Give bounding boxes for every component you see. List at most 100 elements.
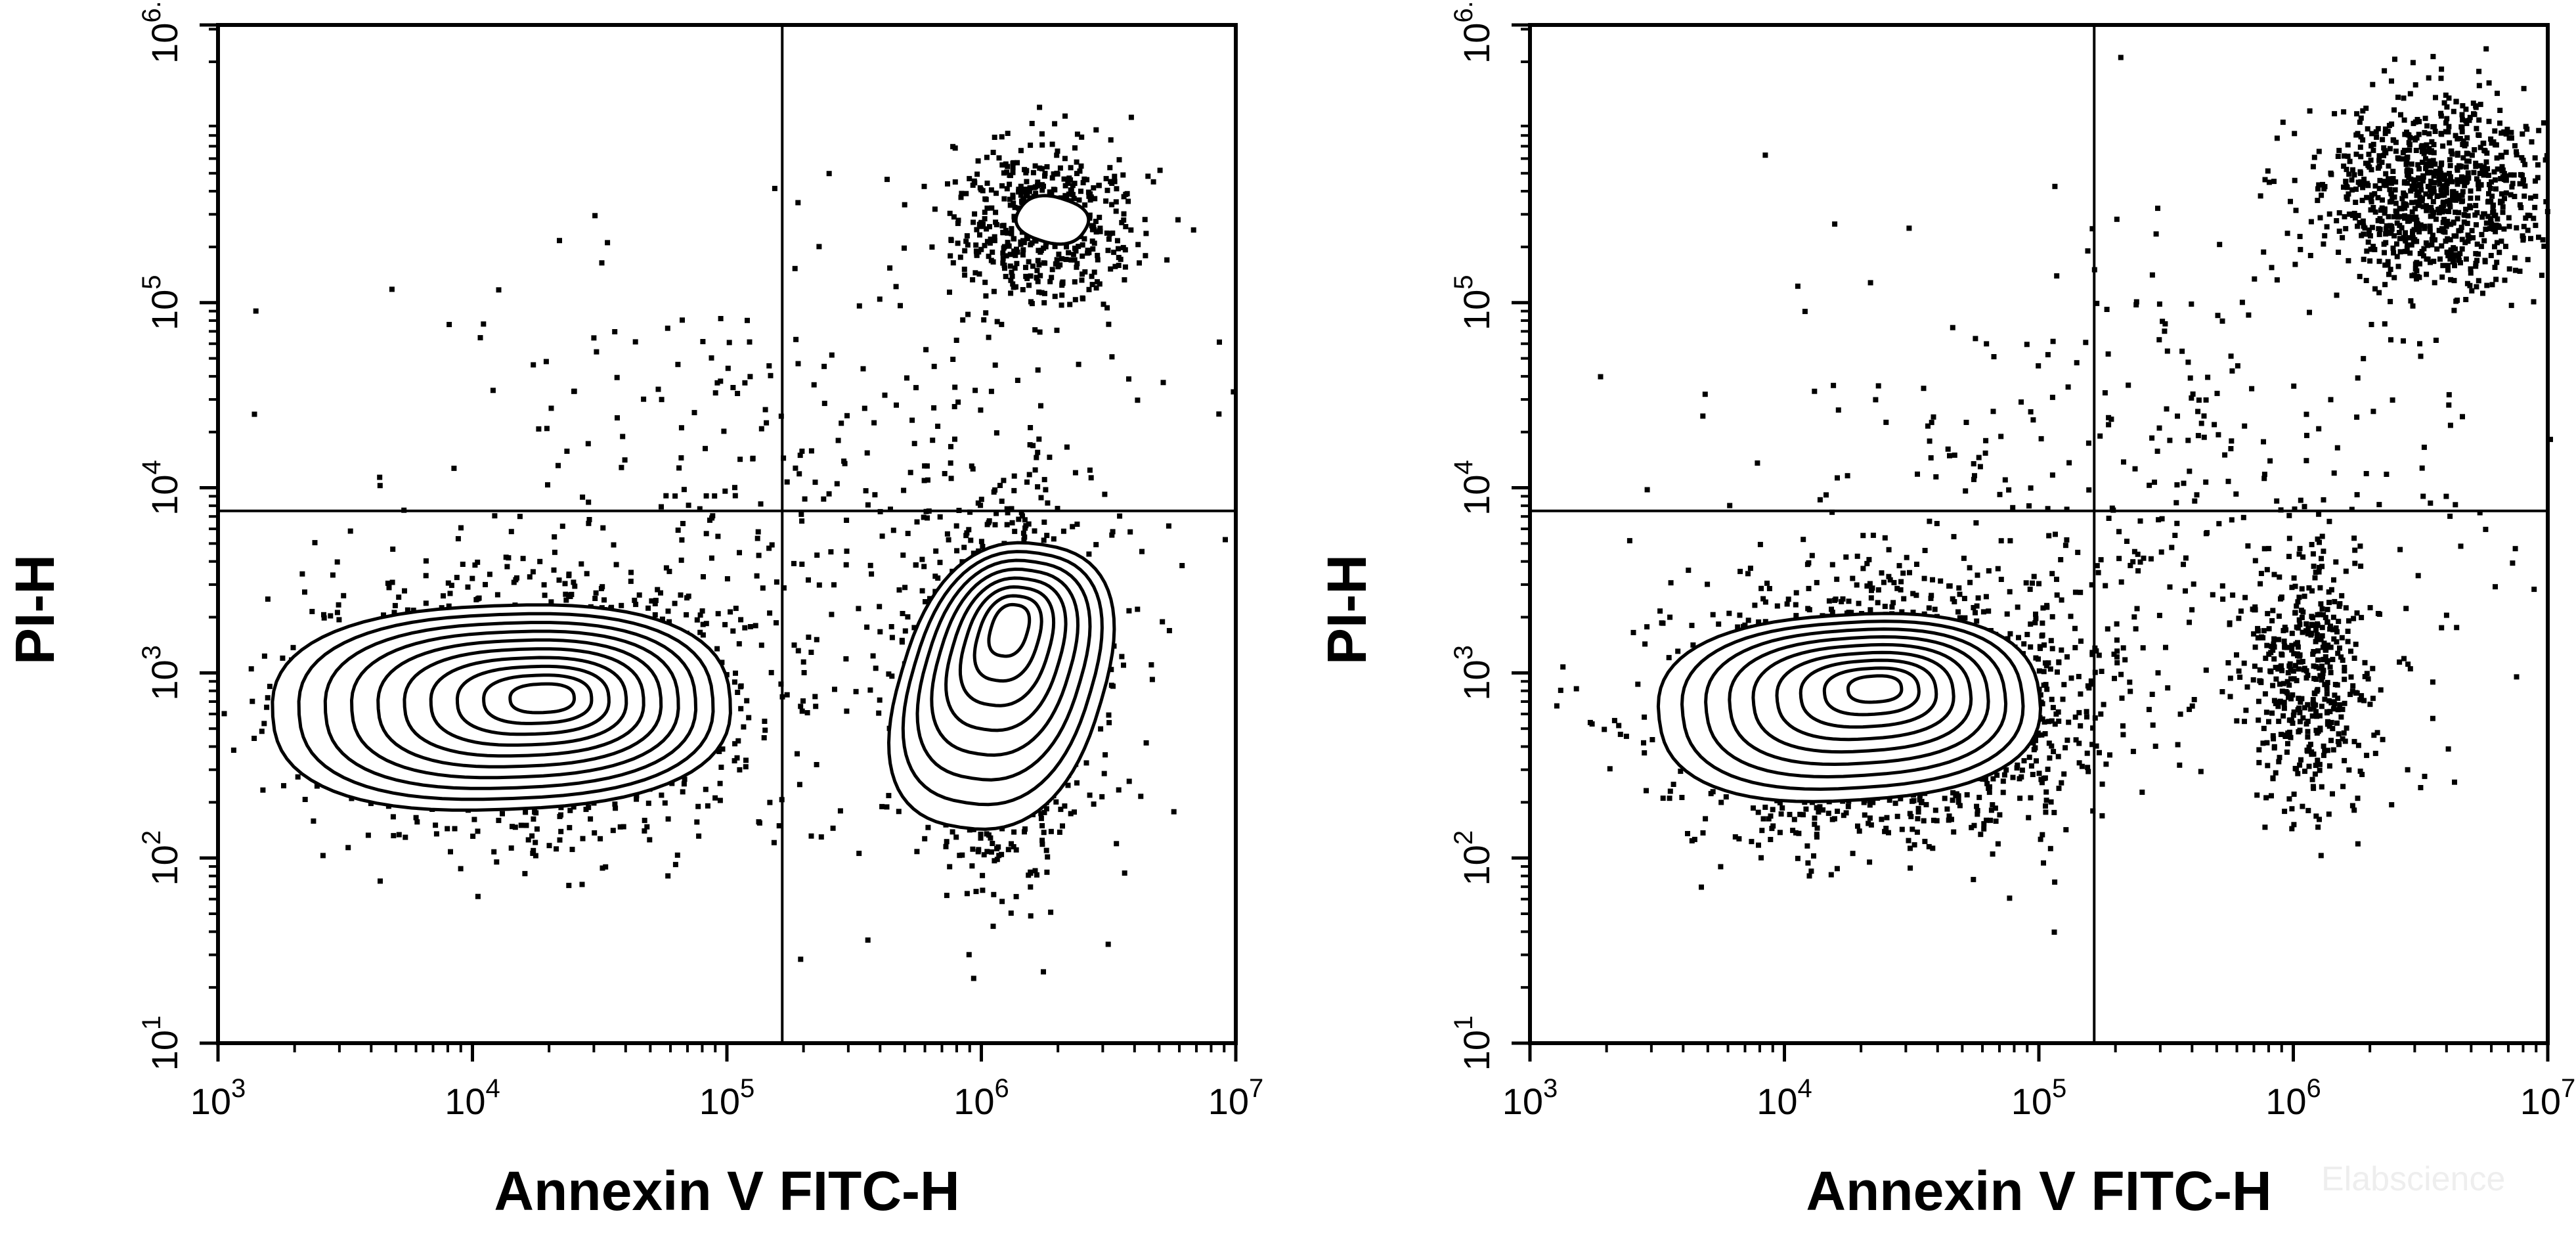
scatter-point (680, 789, 686, 794)
scatter-point (1044, 870, 1049, 875)
scatter-point (509, 845, 514, 851)
scatter-point (535, 826, 540, 832)
scatter-point (1109, 202, 1114, 208)
scatter-point (965, 891, 970, 896)
scatter-point (594, 591, 599, 596)
scatter-point (1050, 175, 1055, 181)
scatter-point (647, 837, 652, 842)
scatter-point (718, 316, 724, 321)
scatter-point (487, 572, 492, 577)
scatter-point (942, 471, 948, 476)
scatter-point (1027, 472, 1032, 478)
scatter-point (948, 237, 953, 242)
scatter-point (1151, 179, 1156, 185)
scatter-point (984, 227, 989, 232)
scatter-point (250, 699, 255, 704)
scatter-point (302, 589, 307, 594)
scatter-point (496, 818, 501, 823)
scatter-point (1901, 596, 1906, 602)
scatter-point (2063, 745, 2068, 750)
scatter-point (737, 641, 742, 646)
scatter-point (1001, 223, 1007, 228)
scatter-point (1061, 529, 1066, 534)
scatter-point (533, 840, 538, 845)
scatter-point (980, 887, 985, 893)
scatter-point (1067, 302, 1072, 307)
scatter-point (1114, 186, 1119, 191)
scatter-point (1758, 855, 1764, 861)
scatter-point (261, 721, 267, 726)
scatter-point (812, 694, 818, 699)
scatter-point (2024, 632, 2030, 637)
scatter-point (1074, 160, 1080, 165)
scatter-point (600, 584, 605, 589)
scatter-point (1106, 248, 1111, 253)
scatter-point (828, 549, 833, 554)
scatter-point (1044, 848, 1049, 853)
scatter-point (1038, 403, 1043, 409)
scatter-point (756, 529, 761, 535)
scatter-point (819, 834, 824, 840)
scatter-point (1060, 280, 1066, 286)
scatter-point (922, 836, 927, 841)
scatter-point (1023, 523, 1028, 528)
scatter-point (552, 534, 557, 539)
scatter-point (620, 434, 625, 439)
scatter-point (1000, 261, 1005, 266)
scatter-point (1074, 522, 1080, 527)
scatter-point (709, 516, 714, 521)
scatter-point (747, 374, 753, 379)
scatter-point (716, 611, 721, 616)
scatter-point (999, 134, 1005, 139)
scatter-point (994, 430, 999, 436)
scatter-point (1007, 197, 1013, 202)
scatter-point (504, 554, 509, 560)
scatter-point (262, 654, 267, 659)
scatter-point (821, 497, 826, 502)
scatter-point (1095, 253, 1100, 258)
scatter-point (713, 390, 718, 395)
scatter-point (957, 853, 962, 858)
scatter-point (814, 552, 819, 558)
scatter-point (1002, 265, 1007, 271)
scatter-point (963, 191, 969, 196)
scatter-point (945, 531, 950, 537)
scatter-point (1074, 780, 1080, 786)
scatter-point (1015, 378, 1020, 383)
scatter-point (1122, 277, 1127, 282)
scatter-point (495, 592, 500, 597)
scatter-point (605, 240, 610, 245)
scatter-point (1039, 131, 1045, 137)
scatter-point (1028, 442, 1033, 447)
scatter-point (1060, 823, 1065, 828)
scatter-point (579, 562, 584, 567)
scatter-point (679, 425, 684, 430)
scatter-point (1066, 250, 1071, 256)
scatter-point (698, 612, 703, 617)
scatter-point (598, 836, 603, 841)
scatter-point (1904, 555, 1910, 560)
scatter-point (838, 808, 843, 813)
scatter-point (1906, 838, 1911, 843)
scatter-point (2056, 754, 2061, 759)
scatter-point (291, 645, 296, 650)
scatter-point (1097, 215, 1102, 220)
scatter-point (2061, 771, 2066, 776)
scatter-point (983, 294, 988, 299)
scatter-point (1036, 248, 1041, 253)
scatter-point (871, 654, 876, 659)
scatter-point (889, 624, 894, 629)
scatter-point (1034, 872, 1039, 878)
scatter-point (557, 238, 562, 243)
scatter-point (1123, 247, 1128, 252)
scatter-point (1116, 255, 1122, 260)
scatter-point (979, 539, 984, 544)
scatter-point (1026, 259, 1032, 265)
scatter-point (612, 329, 617, 334)
scatter-point (1086, 552, 1091, 557)
scatter-point (978, 832, 984, 837)
scatter-point (1033, 467, 1038, 472)
scatter-point (1103, 198, 1108, 204)
scatter-point (532, 809, 537, 815)
scatter-point (1077, 198, 1082, 203)
